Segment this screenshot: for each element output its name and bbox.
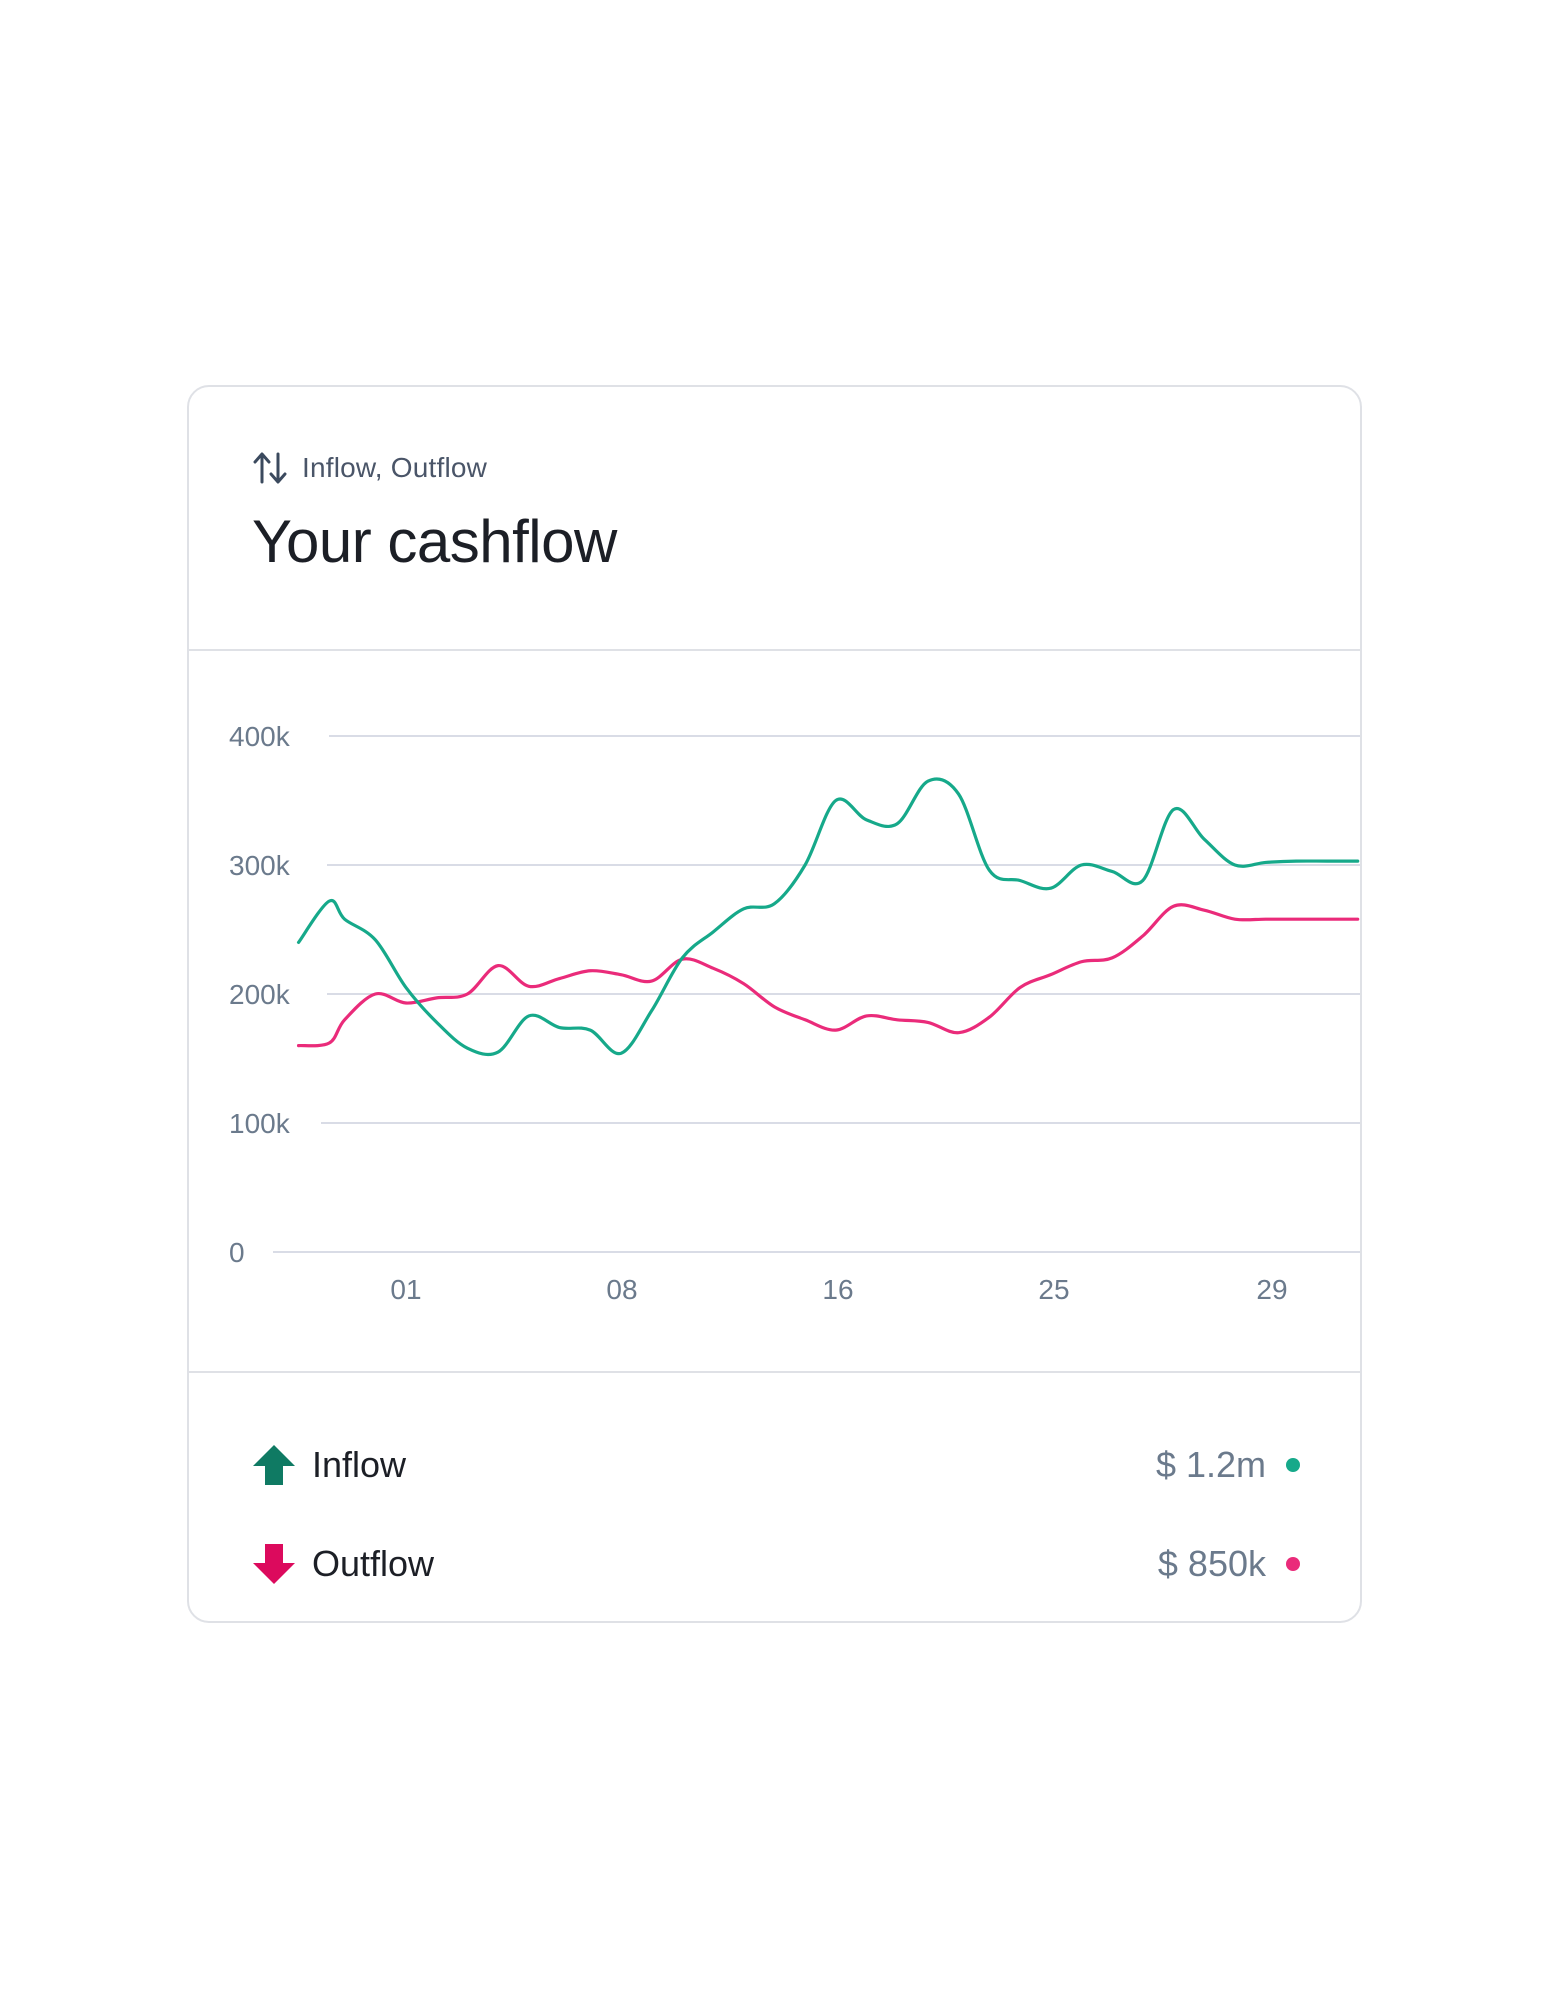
cashflow-chart: 0 100k 200k 300k 400k 01 08 16 25 29 bbox=[189, 649, 1360, 1373]
legend-label-inflow: Inflow bbox=[312, 1444, 407, 1485]
sort-arrows-icon bbox=[252, 450, 288, 486]
outflow-dot-icon bbox=[1286, 1557, 1300, 1571]
card-subtitle-row: Inflow, Outflow bbox=[252, 450, 487, 486]
card-title: Your cashflow bbox=[252, 508, 617, 575]
series-line-inflow bbox=[296, 777, 1360, 1057]
x-tick-label: 29 bbox=[1256, 1274, 1287, 1305]
chart-legend: Inflow $ 1.2m Outflow $ 850k bbox=[189, 1373, 1360, 1621]
legend-value-inflow: $ 1.2m bbox=[1155, 1444, 1266, 1485]
x-tick-label: 16 bbox=[822, 1274, 853, 1305]
y-tick-label: 100k bbox=[229, 1108, 291, 1139]
x-tick-label: 01 bbox=[390, 1274, 421, 1305]
y-tick-label: 0 bbox=[229, 1237, 245, 1268]
y-tick-label: 300k bbox=[229, 850, 291, 881]
legend-item-outflow: Outflow $ 850k bbox=[252, 1539, 1300, 1589]
card-header: Inflow, Outflow Your cashflow bbox=[189, 387, 1360, 651]
x-tick-label: 08 bbox=[606, 1274, 637, 1305]
legend-item-inflow: Inflow $ 1.2m bbox=[252, 1440, 1300, 1490]
y-tick-label: 400k bbox=[229, 721, 291, 752]
arrow-up-icon bbox=[253, 1445, 295, 1485]
series-line-outflow bbox=[296, 903, 1360, 1048]
card-subtitle: Inflow, Outflow bbox=[302, 452, 488, 483]
x-tick-label: 25 bbox=[1038, 1274, 1069, 1305]
inflow-dot-icon bbox=[1286, 1458, 1300, 1472]
legend-label-outflow: Outflow bbox=[312, 1543, 435, 1584]
arrow-down-icon bbox=[253, 1544, 295, 1584]
legend-value-outflow: $ 850k bbox=[1157, 1543, 1266, 1584]
line-chart: 0 100k 200k 300k 400k 01 08 16 25 29 bbox=[229, 721, 1360, 1305]
y-tick-label: 200k bbox=[229, 979, 291, 1010]
cashflow-card: Inflow, Outflow Your cashflow 0 100k 200k 3… bbox=[187, 385, 1362, 1623]
